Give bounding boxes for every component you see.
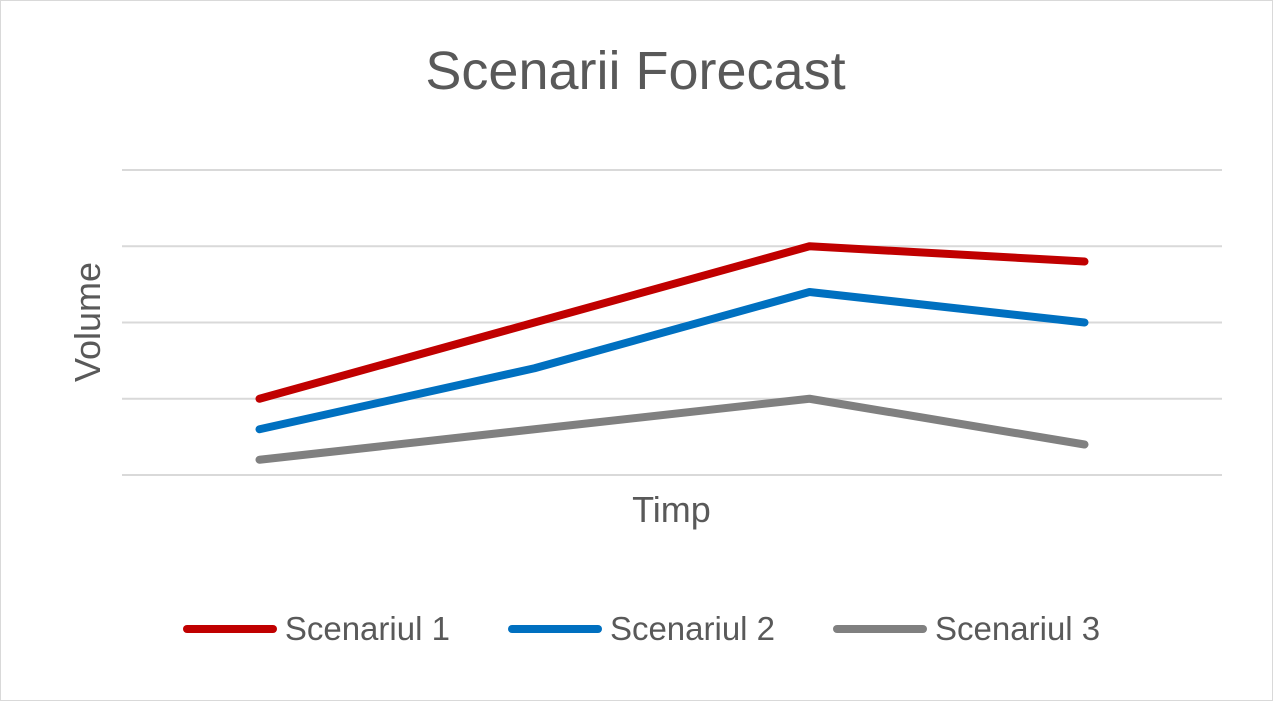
legend-item-scenariul-3: Scenariul 3 — [833, 610, 1100, 648]
y-axis-title: Volume — [67, 261, 108, 383]
legend-item-scenariul-2: Scenariul 2 — [507, 610, 776, 648]
legend: Scenariul 1 Scenariul 2 Scenariul 3 — [0, 610, 1273, 648]
x-axis-title: Timp — [632, 489, 711, 530]
legend-swatch-scenariul-3 — [833, 625, 928, 633]
legend-item-scenariul-1: Scenariul 1 — [182, 610, 450, 648]
legend-swatch-scenariul-1 — [182, 625, 277, 633]
chart-title: Scenarii Forecast — [425, 41, 846, 101]
series-line-scenariul-1 — [255, 242, 1089, 403]
series-line-scenariul-3 — [255, 394, 1089, 464]
series-lines — [255, 242, 1089, 464]
legend-swatch-scenariul-2 — [507, 625, 602, 633]
legend-label-scenariul-3: Scenariul 3 — [935, 610, 1101, 647]
gridlines — [122, 169, 1222, 476]
legend-label-scenariul-2: Scenariul 2 — [609, 610, 776, 647]
series-line-scenariul-2 — [255, 288, 1089, 434]
legend-label-scenariul-1: Scenariul 1 — [284, 610, 450, 647]
